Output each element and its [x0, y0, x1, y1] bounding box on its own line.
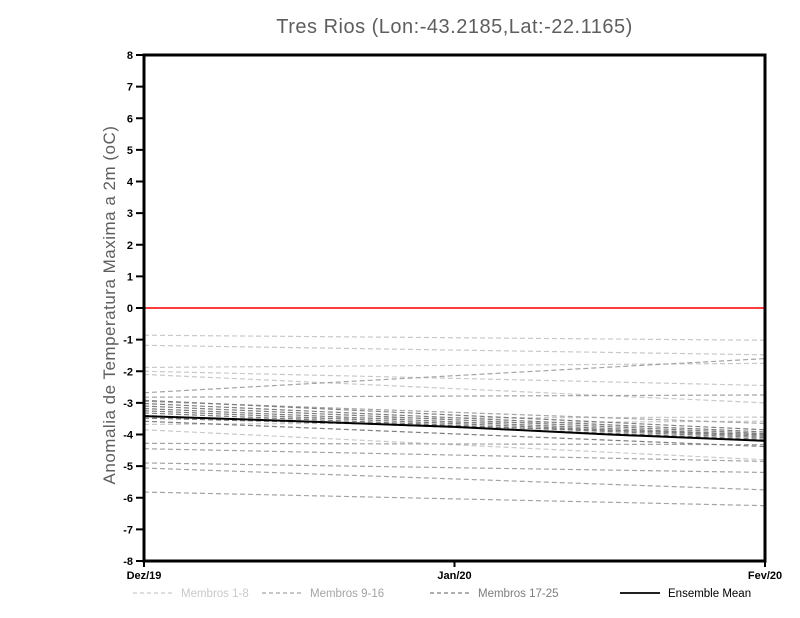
y-tick-label: -7: [123, 524, 133, 536]
legend: Membros 1-8 Membros 9-16 Membros 17-25 Ense…: [133, 588, 751, 600]
member-line-12: [143, 442, 766, 446]
y-axis-ticks: -8 -7 -6 -5 -4 -3 -2 -1 0 1 2 3 4 5 6 7 8: [123, 50, 144, 568]
y-tick-label: -2: [123, 366, 133, 378]
x-tick-label: Dez/19: [127, 570, 162, 582]
legend-item-label: Membros 17-25: [478, 588, 559, 600]
member-line-1: [143, 334, 766, 341]
y-tick-label: 4: [127, 177, 134, 189]
y-tick-label: 6: [127, 113, 133, 125]
ensemble-member-lines: [143, 334, 766, 507]
y-tick-label: -5: [123, 461, 133, 473]
member-line-20: [143, 407, 766, 436]
x-axis-ticks: Dez/19 Jan/20 Fev/20: [127, 561, 782, 582]
x-tick-label: Fev/20: [748, 570, 782, 582]
y-tick-label: 7: [127, 82, 133, 94]
legend-item-label: Membros 9-16: [310, 588, 384, 600]
member-line-17: [143, 399, 766, 431]
y-tick-label: 2: [127, 240, 133, 252]
chart-title: Tres Rios (Lon:-43.2185,Lat:-22.1165): [276, 16, 633, 38]
legend-item-label: Ensemble Mean: [668, 588, 751, 600]
member-line-16: [143, 491, 766, 507]
y-tick-label: 5: [127, 145, 133, 157]
member-line-5: [143, 373, 766, 404]
member-line-2: [143, 344, 766, 356]
member-line-7: [143, 420, 766, 425]
legend-item-label: Membros 1-8: [181, 588, 249, 600]
member-line-4: [143, 370, 766, 387]
y-tick-label: 8: [127, 50, 133, 62]
member-line-14: [143, 462, 766, 474]
member-line-10: [143, 394, 766, 398]
y-tick-label: -8: [123, 556, 133, 568]
y-tick-label: -1: [123, 335, 133, 347]
ensemble-mean-line: [143, 415, 766, 442]
y-tick-label: 0: [127, 303, 133, 315]
member-line-15: [143, 467, 766, 491]
y-tick-label: 3: [127, 208, 133, 220]
y-tick-label: -6: [123, 493, 133, 505]
mean-line: [143, 415, 766, 442]
member-line-9: [143, 358, 766, 394]
y-tick-label: -4: [123, 430, 134, 442]
x-tick-label: Jan/20: [437, 570, 471, 582]
y-tick-label: -3: [123, 398, 133, 410]
y-tick-label: 1: [127, 271, 133, 283]
